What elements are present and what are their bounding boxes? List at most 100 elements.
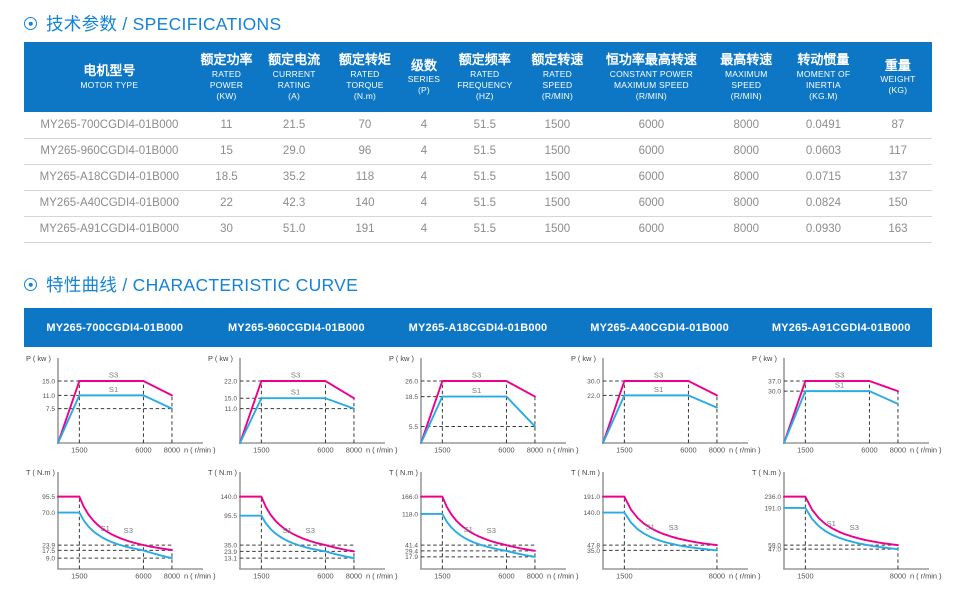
table-cell: 87	[863, 112, 932, 139]
svg-text:166.0: 166.0	[402, 494, 419, 501]
svg-text:140.0: 140.0	[220, 494, 237, 501]
column-header: 级数 SERIES (P)	[399, 42, 448, 112]
svg-text:8000: 8000	[345, 572, 361, 581]
svg-text:59.0: 59.0	[769, 543, 782, 550]
table-cell: MY265-A18CGDI4-01B000	[24, 164, 195, 191]
svg-text:8000: 8000	[164, 572, 180, 581]
svg-text:6000: 6000	[862, 446, 878, 455]
svg-text:n ( r/min ): n ( r/min )	[547, 572, 579, 581]
curve-model-label: MY265-A18CGDI4-01B000	[408, 321, 548, 334]
svg-text:n ( r/min ): n ( r/min )	[366, 446, 398, 455]
svg-text:S1: S1	[101, 524, 110, 533]
table-cell: 150	[863, 190, 932, 217]
column-header-cn: 最高转速	[720, 52, 773, 68]
curve-model-label: MY265-A40CGDI4-01B000	[590, 321, 729, 334]
table-cell: 0.0603	[783, 138, 864, 165]
curve-s3	[238, 380, 355, 444]
table-cell: 8000	[709, 112, 784, 139]
column-header-cn: 恒功率最高转速	[605, 52, 697, 68]
svg-text:30.0: 30.0	[587, 378, 600, 385]
table-cell: 140	[329, 190, 400, 217]
svg-text:n ( r/min ): n ( r/min )	[184, 446, 216, 455]
svg-text:S3: S3	[668, 523, 677, 532]
svg-text:S3: S3	[835, 371, 844, 380]
svg-text:8000: 8000	[527, 446, 543, 455]
power-chart-cell: 15.0 11.0 7.5 1500 6000 8000 S3 S1 P ( kw ) n ( r…	[24, 353, 216, 465]
svg-text:S1: S1	[835, 381, 844, 390]
svg-text:95.5: 95.5	[42, 494, 55, 501]
torque-chart-cell: 95.5 70.0 23.9 17.5 9.0 1500 6000 8000 S3 S1 T ( N…	[24, 467, 216, 591]
svg-text:8000: 8000	[164, 446, 180, 455]
table-cell: 21.5	[258, 112, 330, 139]
table-cell: 6000	[593, 112, 710, 139]
svg-text:18.5: 18.5	[405, 394, 418, 401]
svg-text:S3: S3	[654, 371, 663, 380]
svg-text:118.0: 118.0	[402, 511, 418, 518]
table-cell: 0.0715	[783, 164, 864, 191]
column-header-en: MOTOR TYPE	[80, 79, 139, 90]
torque-chart: 191.0 140.0 47.835.0 1500 8000 S3 S1 T ( N.m ) n…	[571, 468, 761, 581]
column-header: 额定功率 RATED POWER (KW)	[194, 42, 259, 112]
svg-text:13.1: 13.1	[224, 556, 237, 563]
column-header-cn: 额定功率	[200, 52, 253, 68]
svg-text:n ( r/min ): n ( r/min )	[184, 572, 216, 581]
svg-text:23.9: 23.9	[224, 549, 237, 556]
column-header-en: WEIGHT (KG)	[880, 74, 916, 96]
table-cell: 1500	[521, 112, 594, 139]
svg-text:95.5: 95.5	[224, 513, 237, 520]
svg-text:T ( N.m ): T ( N.m )	[389, 468, 418, 477]
svg-text:11.0: 11.0	[43, 393, 56, 400]
column-header-cn: 电机型号	[83, 63, 136, 79]
column-header-en: RATED POWER (KW)	[209, 68, 244, 101]
specifications-section-title: 技术参数 / SPECIFICATIONS	[24, 11, 281, 36]
specifications-table-body: MY265-700CGDI4-01B000 11 21.5 70 4 51.5 1500 60…	[24, 112, 932, 243]
column-header-cn: 额定频率	[458, 52, 511, 68]
table-cell: 51.5	[448, 190, 522, 217]
svg-text:P ( kw ): P ( kw )	[571, 354, 596, 363]
curve-s1	[783, 390, 900, 444]
svg-text:17.9: 17.9	[405, 554, 418, 561]
curve-s3	[601, 380, 718, 444]
svg-text:n ( r/min ): n ( r/min )	[729, 446, 761, 455]
column-header-cn: 转动惯量	[797, 52, 850, 68]
table-cell: MY265-700CGDI4-01B000	[24, 112, 195, 139]
table-cell: 42.3	[258, 190, 330, 217]
torque-chart: 140.0 95.5 35.023.913.1 1500 6000 8000 S3 S1 T (…	[208, 468, 398, 581]
column-header-cn: 级数	[410, 57, 437, 73]
svg-text:S1: S1	[654, 385, 663, 394]
table-cell: 0.0491	[783, 112, 864, 139]
table-cell: 6000	[593, 190, 710, 217]
table-cell: 11	[194, 112, 259, 139]
svg-text:S1: S1	[464, 525, 473, 534]
svg-text:P ( kw ): P ( kw )	[752, 354, 777, 363]
table-cell: 8000	[709, 138, 784, 165]
power-chart: 15.0 11.0 7.5 1500 6000 8000 S3 S1 P ( kw ) n ( r…	[26, 354, 216, 455]
svg-text:1500: 1500	[253, 572, 269, 581]
column-header-en: RATED SPEED (R/MIN)	[541, 68, 573, 101]
svg-text:7.5: 7.5	[46, 406, 55, 413]
svg-text:47.0: 47.0	[769, 546, 782, 553]
table-cell: 8000	[709, 164, 784, 191]
svg-text:6000: 6000	[498, 446, 514, 455]
table-cell: 1500	[521, 138, 594, 165]
curve-s3	[783, 495, 900, 547]
svg-text:17.5: 17.5	[42, 548, 55, 555]
svg-text:6000: 6000	[317, 572, 333, 581]
torque-chart: 95.5 70.0 23.917.59.0 1500 6000 8000 S3 S1 T ( N…	[26, 468, 216, 581]
table-header-row: 电机型号 MOTOR TYPE 额定功率 RATED POWER (KW) 额定电流 CU…	[24, 42, 932, 112]
table-cell: 8000	[709, 216, 784, 243]
column-header-en: CURRENT RATING (A)	[272, 68, 316, 101]
svg-text:S1: S1	[827, 519, 836, 528]
svg-text:22.0: 22.0	[587, 393, 600, 400]
torque-chart: 166.0 118.0 41.429.417.9 1500 6000 8000 S3 S1 T …	[389, 468, 579, 581]
svg-text:T ( N.m ): T ( N.m )	[571, 468, 600, 477]
table-cell: 6000	[593, 216, 710, 243]
power-chart-cell: 26.0 18.5 5.5 1500 6000 8000 S3 S1 P ( kw ) n ( r…	[387, 353, 579, 465]
svg-text:P ( kw ): P ( kw )	[26, 354, 51, 363]
specifications-title-text: 技术参数 / SPECIFICATIONS	[46, 14, 282, 34]
svg-text:1500: 1500	[798, 572, 814, 581]
svg-text:1500: 1500	[434, 572, 450, 581]
table-cell: 4	[399, 112, 448, 139]
column-header: 重量 WEIGHT (KG)	[863, 42, 932, 112]
